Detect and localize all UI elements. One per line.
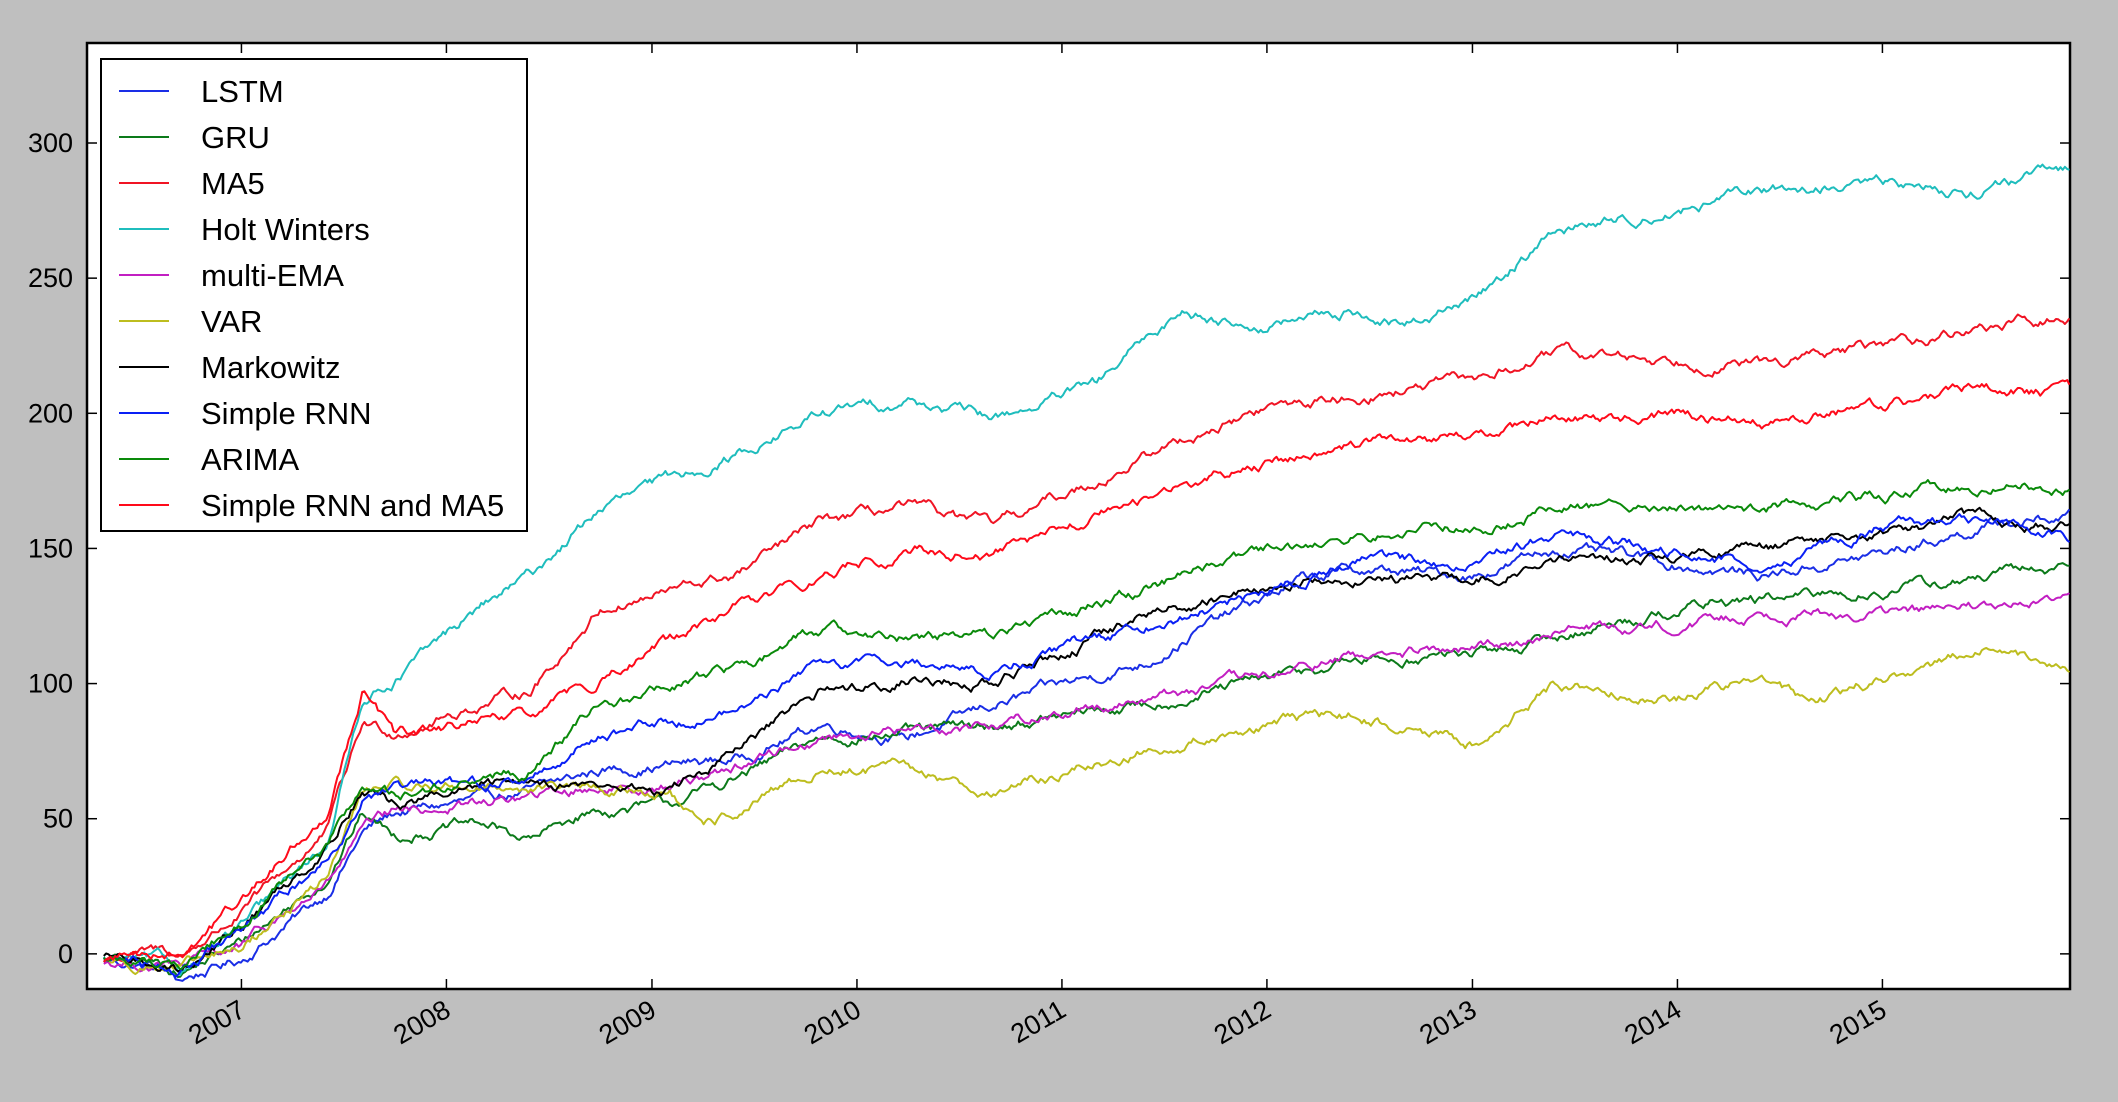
y-tick-label: 250	[28, 263, 73, 293]
y-tick-label: 200	[28, 398, 73, 428]
series-line-lstm	[103, 508, 2070, 982]
legend-box	[100, 58, 528, 532]
x-tick-label: 2013	[1414, 994, 1481, 1050]
y-tick-label: 50	[43, 804, 73, 834]
y-tick-label: 0	[58, 939, 73, 969]
series-line-ma5	[103, 313, 2070, 962]
series-line-simple-rnn	[103, 513, 2070, 978]
x-tick-label: 2008	[388, 994, 455, 1050]
legend-label-ma5: MA5	[201, 166, 265, 201]
y-tick-label: 150	[28, 533, 73, 563]
legend-label-multi-ema: multi-EMA	[201, 258, 344, 293]
series-line-var	[103, 647, 2070, 976]
series-line-holt-winters	[102, 163, 2070, 976]
series-line-markowitz	[103, 506, 2070, 973]
x-tick-label: 2014	[1619, 994, 1686, 1050]
x-tick-label: 2011	[1006, 994, 1071, 1049]
series-lines	[102, 163, 2070, 982]
legend-label-simple-rnn-and-ma5: Simple RNN and MA5	[201, 488, 504, 523]
series-line-multi-ema	[103, 592, 2070, 973]
x-tick-label: 2015	[1824, 994, 1891, 1050]
x-tick-label: 2010	[799, 994, 866, 1050]
legend: LSTM GRU MA5 Holt Winters multi-EMA VAR Markow…	[100, 58, 528, 532]
legend-label-markowitz: Markowitz	[201, 350, 341, 385]
x-tick-label: 2012	[1209, 994, 1276, 1050]
legend-label-arima: ARIMA	[201, 442, 300, 477]
legend-label-simple-rnn: Simple RNN	[201, 396, 372, 431]
legend-label-var: VAR	[201, 304, 262, 339]
x-tick-label: 2009	[594, 994, 661, 1050]
legend-label-holt-winters: Holt Winters	[201, 212, 370, 247]
series-line-simple-rnn-and-ma5	[103, 379, 2070, 963]
y-tick-label: 300	[28, 128, 73, 158]
y-tick-label: 100	[28, 669, 73, 699]
legend-label-lstm: LSTM	[201, 74, 284, 109]
series-line-gru	[103, 562, 2070, 978]
series-line-arima	[103, 479, 2070, 971]
x-tick-label: 2007	[183, 994, 250, 1050]
y-axis: 0 50 100 150 200 250 300	[28, 128, 2070, 969]
legend-label-gru: GRU	[201, 120, 270, 155]
